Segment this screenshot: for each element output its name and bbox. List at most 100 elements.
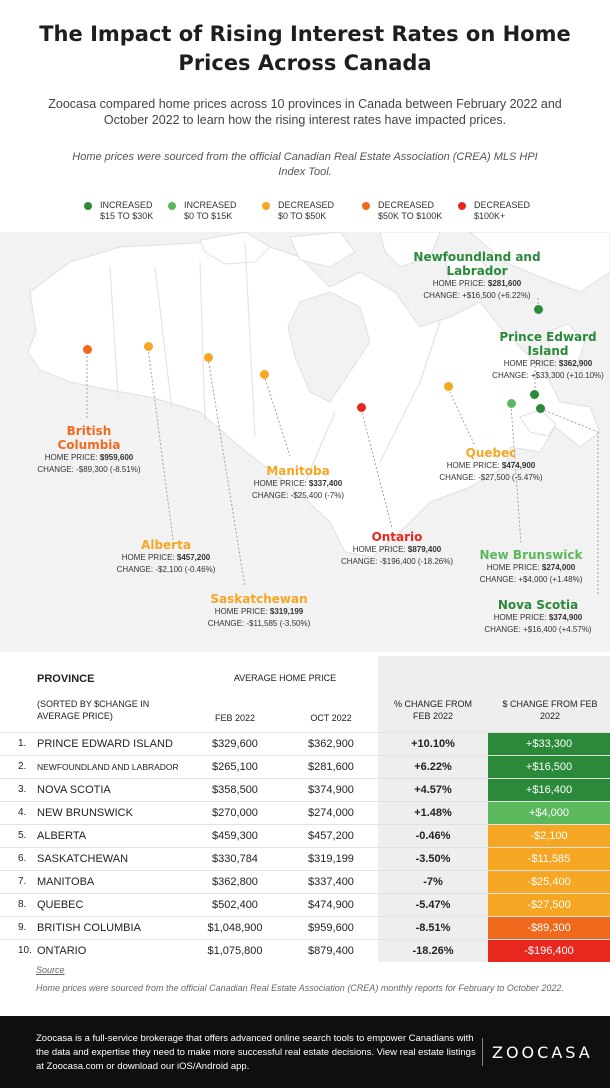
province-name: Prince Edward xyxy=(499,330,597,344)
row-oct-price: $959,600 xyxy=(308,922,354,934)
province-price: HOME PRICE: $959,600 xyxy=(44,453,134,462)
legend-dot xyxy=(458,202,466,210)
pin-british-columbia[interactable] xyxy=(83,345,92,354)
label-new-brunswick: New Brunswick HOME PRICE: $274,000 CHANG… xyxy=(472,548,590,586)
province-name: Manitoba xyxy=(266,464,330,478)
row-province: SASKATCHEWAN xyxy=(37,853,129,865)
row-oct-price: $374,900 xyxy=(308,784,354,796)
legend-label: DECREASED xyxy=(378,200,435,210)
row-pct-change: +6.22% xyxy=(414,761,452,773)
row-pct-change: +1.48% xyxy=(414,807,452,819)
source-text: Home prices were sourced from the offici… xyxy=(36,983,564,993)
row-pct-change: -7% xyxy=(423,876,443,888)
legend-range: $50K TO $100K xyxy=(378,211,443,221)
legend-dot xyxy=(362,202,370,210)
legend: INCREASED $15 TO $30K INCREASED $0 TO $1… xyxy=(0,200,610,226)
row-oct-price: $281,600 xyxy=(308,761,354,773)
table-row: 1. PRINCE EDWARD ISLAND $329,600 $362,900 +1… xyxy=(0,732,610,755)
province-price: HOME PRICE: $337,400 xyxy=(253,479,343,488)
label-british-columbia: British Columbia HOME PRICE: $959,600 CH… xyxy=(36,424,142,476)
row-province: BRITISH COLUMBIA xyxy=(37,922,141,934)
province-price: HOME PRICE: $474,900 xyxy=(446,461,536,470)
legend-range: $100K+ xyxy=(474,211,506,221)
canada-map: British Columbia HOME PRICE: $959,600 CH… xyxy=(0,232,610,652)
row-oct-price: $337,400 xyxy=(308,876,354,888)
province-change: CHANGE: -$89,300 (-8.51%) xyxy=(37,465,141,474)
row-rank: 2. xyxy=(18,761,27,772)
pin-newfoundland[interactable] xyxy=(534,305,543,314)
row-feb-price: $265,100 xyxy=(212,761,258,773)
province-change: CHANGE: +$33,300 (+10.10%) xyxy=(492,371,604,380)
row-pct-change: +10.10% xyxy=(411,738,455,750)
province-price: HOME PRICE: $274,000 xyxy=(486,563,576,572)
row-dollar-change: -$196,400 xyxy=(488,940,610,962)
map-shapes xyxy=(27,232,610,596)
label-saskatchewan: Saskatchewan HOME PRICE: $319,199 CHANGE… xyxy=(196,592,322,630)
row-pct-change: -0.46% xyxy=(415,830,451,842)
row-province: QUEBEC xyxy=(37,899,84,911)
row-rank: 10. xyxy=(18,945,32,956)
header-average-price: AVERAGE HOME PRICE xyxy=(233,673,337,683)
row-pct-change: -5.47% xyxy=(415,899,451,911)
table-row: 10. ONTARIO $1,075,800 $879,400 -18.26% -$196… xyxy=(0,939,610,962)
row-feb-price: $1,075,800 xyxy=(207,945,263,957)
row-province: NEW BRUNSWICK xyxy=(37,807,133,819)
pin-quebec[interactable] xyxy=(444,382,453,391)
legend-item: DECREASED $100K+ xyxy=(458,200,531,222)
row-province: NOVA SCOTIA xyxy=(37,784,111,796)
row-province: ONTARIO xyxy=(37,945,87,957)
pin-alberta[interactable] xyxy=(144,342,153,351)
legend-label: INCREASED xyxy=(100,200,153,210)
header-oct: OCT 2022 xyxy=(310,713,352,723)
row-oct-price: $879,400 xyxy=(308,945,354,957)
pin-manitoba[interactable] xyxy=(260,370,269,379)
pin-new-brunswick[interactable] xyxy=(507,399,516,408)
label-nova-scotia: Nova Scotia HOME PRICE: $374,900 CHANGE:… xyxy=(478,598,598,636)
province-price: HOME PRICE: $281,600 xyxy=(432,279,522,288)
row-province: PRINCE EDWARD ISLAND xyxy=(37,738,173,750)
row-rank: 7. xyxy=(18,876,27,887)
province-name: British xyxy=(66,424,112,438)
province-price: HOME PRICE: $374,900 xyxy=(493,613,583,622)
row-rank: 4. xyxy=(18,807,27,818)
table-row: 8. QUEBEC $502,400 $474,900 -5.47% -$27,500 xyxy=(0,893,610,916)
table-row: 3. NOVA SCOTIA $358,500 $374,900 +4.57% +$16,… xyxy=(0,778,610,801)
pin-pei[interactable] xyxy=(530,390,539,399)
pin-ontario[interactable] xyxy=(357,403,366,412)
table-row: 2. NEWFOUNDLAND AND LABRADOR $265,100 $281,… xyxy=(0,755,610,778)
label-newfoundland: Newfoundland and Labrador HOME PRICE: $2… xyxy=(412,250,542,302)
row-feb-price: $1,048,900 xyxy=(207,922,263,934)
row-dollar-change: -$2,100 xyxy=(488,825,610,847)
row-oct-price: $474,900 xyxy=(308,899,354,911)
legend-item: DECREASED $50K TO $100K xyxy=(362,200,443,222)
province-change: CHANGE: +$4,000 (+1.48%) xyxy=(479,575,583,584)
row-rank: 8. xyxy=(18,899,27,910)
row-province: NEWFOUNDLAND AND LABRADOR xyxy=(37,762,179,772)
legend-label: DECREASED xyxy=(474,200,531,210)
zoocasa-logo[interactable]: ZOOCASA xyxy=(492,1043,593,1062)
intro-text: Zoocasa compared home prices across 10 p… xyxy=(48,97,562,127)
table-row: 9. BRITISH COLUMBIA $1,048,900 $959,600 -8.5… xyxy=(0,916,610,939)
row-feb-price: $270,000 xyxy=(212,807,258,819)
pin-nova-scotia[interactable] xyxy=(536,404,545,413)
table-row: 6. SASKATCHEWAN $330,784 $319,199 -3.50% -$11… xyxy=(0,847,610,870)
row-dollar-change: +$16,400 xyxy=(488,779,610,801)
province-name-2: Island xyxy=(527,344,569,358)
legend-range: $15 TO $30K xyxy=(100,211,154,221)
source-heading[interactable]: Source xyxy=(36,965,65,975)
pin-saskatchewan[interactable] xyxy=(204,353,213,362)
row-dollar-change: -$11,585 xyxy=(488,848,610,870)
row-pct-change: -18.26% xyxy=(412,945,454,957)
row-rank: 3. xyxy=(18,784,27,795)
row-feb-price: $358,500 xyxy=(212,784,258,796)
label-quebec: Quebec HOME PRICE: $474,900 CHANGE: -$27… xyxy=(434,446,548,484)
row-pct-change: -3.50% xyxy=(415,853,451,865)
page-title: The Impact of Rising Interest Rates on H… xyxy=(39,22,571,75)
legend-item: DECREASED $0 TO $50K xyxy=(262,200,334,222)
label-ontario: Ontario HOME PRICE: $879,400 CHANGE: -$1… xyxy=(336,530,458,568)
row-feb-price: $459,300 xyxy=(212,830,258,842)
province-name: New Brunswick xyxy=(479,548,583,562)
row-rank: 5. xyxy=(18,830,27,841)
legend-item: INCREASED $0 TO $15K xyxy=(168,200,237,222)
footer-divider xyxy=(482,1038,483,1066)
